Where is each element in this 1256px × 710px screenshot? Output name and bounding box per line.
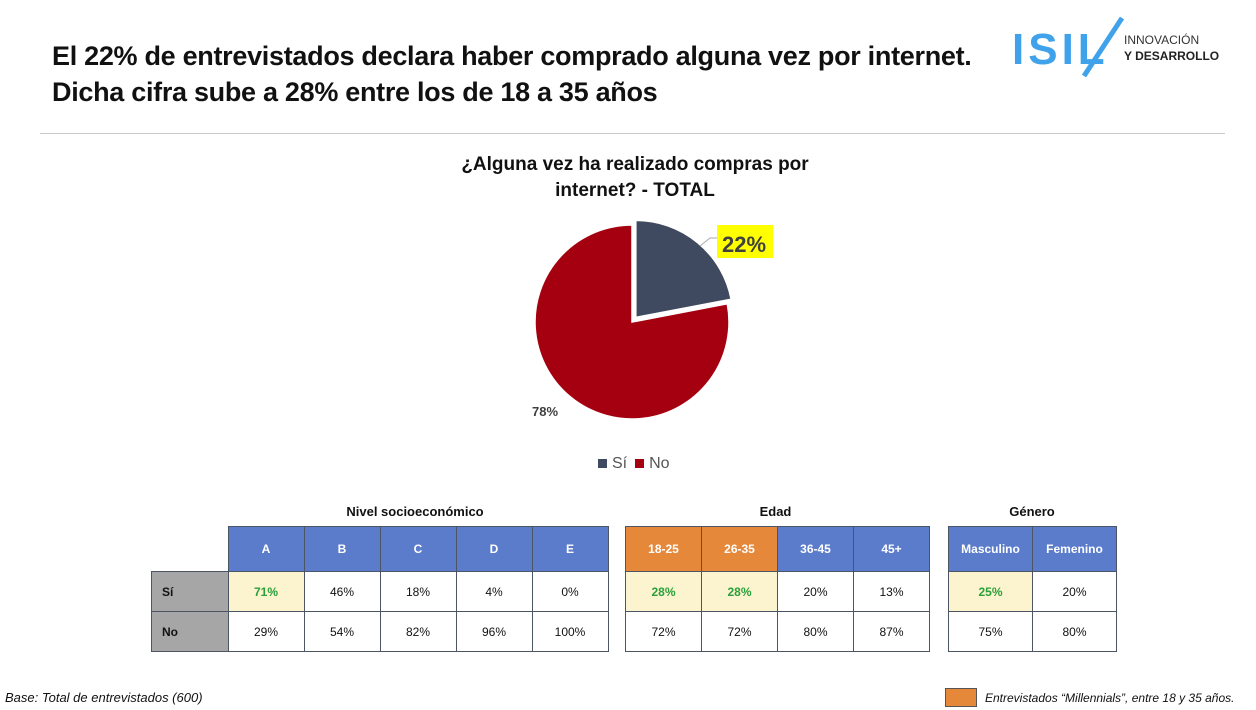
- table-cell: 25%: [948, 571, 1033, 612]
- isil-logo: ISIL INNOVACIÓN Y DESARROLLO: [1012, 16, 1219, 78]
- col-header: A: [227, 526, 305, 572]
- svg-text:Y DESARROLLO: Y DESARROLLO: [1124, 49, 1219, 63]
- table-row: Sí 71% 46% 18% 4% 0%: [151, 571, 609, 612]
- col-header: Femenino: [1032, 526, 1117, 572]
- table-row: 25% 20%: [948, 571, 1117, 612]
- col-header: C: [379, 526, 457, 572]
- millennials-note: Entrevistados “Millennials”, entre 18 y …: [945, 688, 1234, 707]
- col-header: Masculino: [948, 526, 1033, 572]
- table-cell: 75%: [948, 611, 1033, 652]
- table-cell: 96%: [455, 611, 533, 652]
- millennials-swatch: [945, 688, 977, 707]
- table-cell: 80%: [777, 611, 854, 652]
- leader-line: [699, 237, 717, 247]
- nse-table: A B C D E Sí 71% 46% 18% 4% 0% No 29% 54% 82% 96% 100%: [151, 526, 609, 652]
- table-row: 72% 72% 80% 87%: [625, 611, 930, 652]
- divider: [40, 133, 1225, 134]
- table-cell: 29%: [227, 611, 305, 652]
- col-header: E: [531, 526, 609, 572]
- table-cell: 72%: [701, 611, 778, 652]
- edad-table: 18-25 26-35 36-45 45+ 28% 28% 20% 13% 72% 72% 80% 8…: [625, 526, 930, 652]
- col-header: B: [303, 526, 381, 572]
- table-cell: 54%: [303, 611, 381, 652]
- pie-slice-no: [534, 224, 730, 420]
- table-cell: 28%: [701, 571, 778, 612]
- blank-cell: [152, 527, 229, 572]
- edad-title: Edad: [759, 504, 792, 519]
- table-cell: 0%: [531, 571, 609, 612]
- row-label: Sí: [151, 571, 229, 612]
- row-label: No: [151, 611, 229, 652]
- col-header: 45+: [853, 526, 930, 572]
- table-cell: 87%: [853, 611, 930, 652]
- table-cell: 80%: [1032, 611, 1117, 652]
- table-cell: 20%: [1032, 571, 1117, 612]
- genero-table: Masculino Femenino 25% 20% 75% 80%: [948, 526, 1117, 652]
- base-note: Base: Total de entrevistados (600): [5, 690, 203, 705]
- title-line-2: Dicha cifra sube a 28% entre los de 18 a…: [52, 77, 658, 107]
- table-row: 28% 28% 20% 13%: [625, 571, 930, 612]
- table-cell: 71%: [227, 571, 305, 612]
- nse-title: Nivel socioeconómico: [346, 504, 484, 519]
- table-cell: 46%: [303, 571, 381, 612]
- chart-legend: Sí No: [598, 455, 670, 473]
- legend-item-si: Sí: [598, 455, 627, 473]
- legend-item-no: No: [635, 455, 670, 473]
- millennials-note-text: Entrevistados “Millennials”, entre 18 y …: [985, 690, 1235, 705]
- slice-label-no: 78%: [532, 404, 558, 419]
- table-row: 75% 80%: [948, 611, 1117, 652]
- chart-title-line-2: internet? - TOTAL: [555, 180, 715, 201]
- page-title: El 22% de entrevistados declara haber co…: [52, 38, 972, 110]
- pie-slice-si: [635, 219, 732, 319]
- col-header: D: [455, 526, 533, 572]
- table-cell: 82%: [379, 611, 457, 652]
- svg-text:INNOVACIÓN: INNOVACIÓN: [1124, 32, 1199, 47]
- chart-title-line-1: ¿Alguna vez ha realizado compras por: [461, 154, 809, 175]
- table-cell: 20%: [777, 571, 854, 612]
- label-highlight: [717, 225, 773, 258]
- table-cell: 72%: [625, 611, 702, 652]
- table-cell: 28%: [625, 571, 702, 612]
- chart-title: ¿Alguna vez ha realizado compras por int…: [430, 152, 840, 204]
- title-line-1: El 22% de entrevistados declara haber co…: [52, 41, 972, 71]
- col-header: 26-35: [701, 526, 778, 572]
- table-cell: 13%: [853, 571, 930, 612]
- genero-title: Género: [1009, 504, 1055, 519]
- table-cell: 4%: [455, 571, 533, 612]
- table-row: No 29% 54% 82% 96% 100%: [151, 611, 609, 652]
- col-header: 36-45: [777, 526, 854, 572]
- slice-label-si: 22%: [722, 232, 766, 257]
- col-header: 18-25: [625, 526, 702, 572]
- table-cell: 18%: [379, 571, 457, 612]
- table-cell: 100%: [531, 611, 609, 652]
